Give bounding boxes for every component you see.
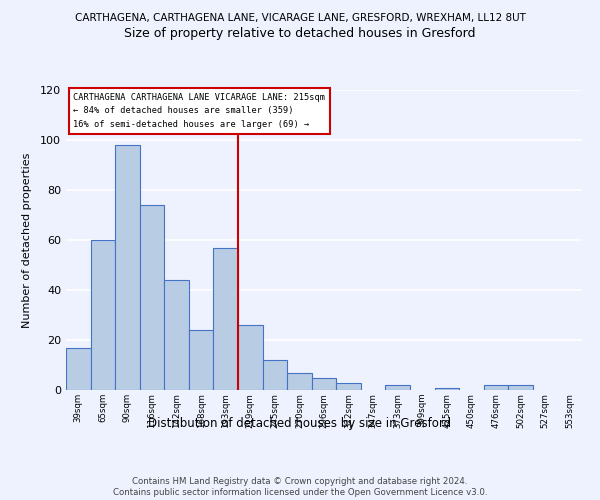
Bar bbox=[115, 145, 140, 390]
Text: Contains HM Land Registry data © Crown copyright and database right 2024.
Contai: Contains HM Land Registry data © Crown c… bbox=[113, 478, 487, 497]
Text: Size of property relative to detached houses in Gresford: Size of property relative to detached ho… bbox=[124, 28, 476, 40]
Text: CARTHAGENA, CARTHAGENA LANE, VICARAGE LANE, GRESFORD, WREXHAM, LL12 8UT: CARTHAGENA, CARTHAGENA LANE, VICARAGE LA… bbox=[74, 12, 526, 22]
Bar bbox=[91, 240, 115, 390]
Bar bbox=[312, 378, 336, 390]
Bar bbox=[263, 360, 287, 390]
Bar bbox=[66, 348, 91, 390]
Bar bbox=[287, 372, 312, 390]
Bar bbox=[484, 385, 508, 390]
Text: Distribution of detached houses by size in Gresford: Distribution of detached houses by size … bbox=[148, 418, 452, 430]
Text: CARTHAGENA CARTHAGENA LANE VICARAGE LANE: 215sqm
← 84% of detached houses are sm: CARTHAGENA CARTHAGENA LANE VICARAGE LANE… bbox=[73, 92, 325, 130]
Y-axis label: Number of detached properties: Number of detached properties bbox=[22, 152, 32, 328]
Bar bbox=[508, 385, 533, 390]
Bar bbox=[238, 325, 263, 390]
Bar bbox=[140, 205, 164, 390]
Bar bbox=[336, 382, 361, 390]
Bar bbox=[164, 280, 189, 390]
Bar bbox=[214, 248, 238, 390]
Bar bbox=[189, 330, 214, 390]
Bar bbox=[434, 388, 459, 390]
Bar bbox=[385, 385, 410, 390]
